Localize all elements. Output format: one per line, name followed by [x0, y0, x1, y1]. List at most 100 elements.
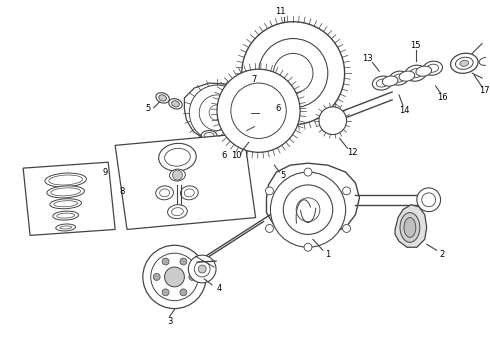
Ellipse shape — [54, 201, 77, 207]
Text: 5: 5 — [145, 104, 150, 113]
Ellipse shape — [57, 213, 74, 218]
Polygon shape — [395, 205, 427, 247]
Text: 5: 5 — [281, 171, 286, 180]
Circle shape — [296, 198, 320, 221]
Ellipse shape — [172, 101, 179, 107]
Circle shape — [209, 105, 225, 121]
Text: 8: 8 — [120, 187, 125, 196]
Circle shape — [304, 168, 312, 176]
Text: 9: 9 — [102, 168, 108, 177]
Ellipse shape — [372, 76, 392, 90]
Text: 14: 14 — [399, 106, 409, 115]
Ellipse shape — [427, 64, 439, 72]
Ellipse shape — [60, 226, 72, 229]
Ellipse shape — [168, 205, 187, 219]
Circle shape — [153, 274, 160, 280]
Ellipse shape — [56, 224, 75, 231]
Ellipse shape — [389, 71, 409, 85]
Ellipse shape — [393, 74, 405, 82]
Circle shape — [231, 83, 286, 139]
Circle shape — [343, 225, 350, 233]
Ellipse shape — [451, 53, 478, 73]
Ellipse shape — [257, 113, 265, 119]
Ellipse shape — [45, 173, 86, 187]
Circle shape — [422, 193, 436, 207]
Text: 11: 11 — [275, 7, 286, 16]
Ellipse shape — [184, 189, 194, 197]
Text: 13: 13 — [362, 54, 373, 63]
Ellipse shape — [404, 217, 416, 237]
Circle shape — [304, 243, 312, 251]
Ellipse shape — [270, 120, 277, 126]
Circle shape — [189, 85, 245, 140]
Text: 6: 6 — [276, 104, 281, 113]
Ellipse shape — [479, 57, 490, 66]
Polygon shape — [267, 163, 360, 237]
Ellipse shape — [180, 186, 198, 200]
Ellipse shape — [172, 208, 183, 216]
Ellipse shape — [460, 60, 469, 66]
Polygon shape — [184, 83, 251, 141]
Text: 2: 2 — [439, 250, 444, 259]
Ellipse shape — [267, 118, 280, 127]
Circle shape — [198, 265, 206, 273]
Circle shape — [266, 187, 273, 195]
Circle shape — [151, 253, 198, 301]
Ellipse shape — [156, 93, 170, 103]
Circle shape — [180, 258, 187, 265]
Ellipse shape — [170, 169, 185, 181]
Polygon shape — [23, 162, 115, 235]
Ellipse shape — [405, 65, 427, 81]
Text: 16: 16 — [437, 93, 448, 102]
Ellipse shape — [53, 211, 78, 220]
Ellipse shape — [376, 79, 388, 87]
Ellipse shape — [399, 71, 415, 81]
Text: 4: 4 — [217, 284, 221, 293]
Ellipse shape — [400, 213, 420, 242]
Circle shape — [259, 39, 328, 108]
Circle shape — [266, 225, 273, 233]
Circle shape — [199, 95, 235, 131]
Ellipse shape — [169, 99, 182, 109]
Text: 3: 3 — [167, 317, 172, 326]
Circle shape — [319, 107, 346, 135]
Text: 17: 17 — [479, 86, 490, 95]
Circle shape — [217, 69, 300, 152]
Ellipse shape — [456, 57, 473, 69]
Ellipse shape — [159, 143, 196, 171]
Ellipse shape — [51, 188, 80, 196]
Ellipse shape — [382, 76, 398, 86]
Circle shape — [273, 53, 313, 93]
Ellipse shape — [416, 66, 432, 76]
Ellipse shape — [254, 111, 268, 121]
Ellipse shape — [49, 175, 82, 185]
Circle shape — [194, 261, 210, 277]
Ellipse shape — [216, 135, 232, 145]
Text: 6: 6 — [221, 151, 227, 160]
Ellipse shape — [50, 199, 81, 209]
Ellipse shape — [201, 131, 217, 140]
Circle shape — [162, 258, 169, 265]
Circle shape — [172, 170, 182, 180]
Circle shape — [180, 289, 187, 296]
Polygon shape — [115, 134, 256, 229]
Circle shape — [343, 187, 350, 195]
Circle shape — [189, 274, 196, 280]
Text: 15: 15 — [411, 41, 421, 50]
Ellipse shape — [423, 61, 442, 75]
Ellipse shape — [165, 148, 190, 166]
Circle shape — [283, 185, 333, 234]
Text: 7: 7 — [251, 75, 256, 84]
Ellipse shape — [47, 186, 84, 198]
Ellipse shape — [160, 189, 170, 197]
Circle shape — [162, 289, 169, 296]
Circle shape — [270, 172, 345, 247]
Ellipse shape — [204, 132, 214, 139]
Circle shape — [417, 188, 441, 212]
Circle shape — [143, 245, 206, 309]
Text: 10: 10 — [232, 151, 242, 160]
Circle shape — [242, 22, 344, 125]
Ellipse shape — [409, 69, 423, 78]
Circle shape — [165, 267, 184, 287]
Ellipse shape — [156, 186, 173, 200]
